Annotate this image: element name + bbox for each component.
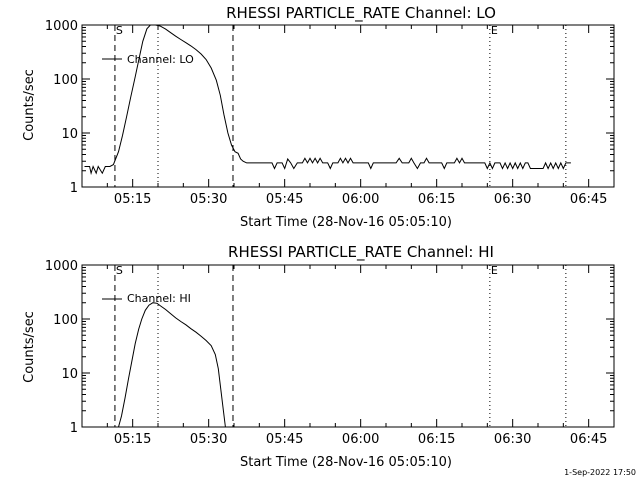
y-tick-label: 1 (70, 181, 78, 196)
x-tick-label: 06:45 (570, 432, 607, 447)
chart-panel-hi: RHESSI PARTICLE_RATE Channel: HI Counts/… (22, 243, 615, 470)
chart-panel-lo: RHESSI PARTICLE_RATE Channel: LO Counts/… (22, 4, 615, 230)
x-tick-label: 05:45 (266, 192, 303, 207)
x-tick-label: 06:15 (418, 192, 455, 207)
event-marker-label: S (116, 24, 123, 37)
y-tick-label: 100 (53, 313, 78, 328)
x-axis-label: Start Time (28-Nov-16 05:05:10) (240, 215, 452, 230)
x-tick-label: 05:15 (114, 192, 151, 207)
x-tick-label: 05:45 (266, 432, 303, 447)
y-tick-label: 100 (53, 73, 78, 88)
x-tick-label: 06:15 (418, 432, 455, 447)
x-tick-label: 05:30 (190, 432, 227, 447)
y-tick-label: 10 (61, 367, 78, 382)
x-tick-label: 05:15 (114, 432, 151, 447)
y-axis-label: Counts/sec (22, 69, 37, 141)
legend-label: Channel: LO (127, 53, 194, 66)
chart-title: RHESSI PARTICLE_RATE Channel: LO (226, 4, 496, 23)
chart-title: RHESSI PARTICLE_RATE Channel: HI (228, 243, 494, 262)
x-tick-label: 06:00 (342, 432, 379, 447)
x-tick-label: 06:30 (494, 192, 531, 207)
timestamp: 1-Sep-2022 17:50 (564, 468, 636, 477)
y-tick-label: 1000 (45, 19, 78, 34)
y-tick-label: 1 (70, 421, 78, 436)
event-marker-label: E (491, 24, 498, 37)
legend-label: Channel: HI (127, 292, 191, 305)
series-line (118, 302, 226, 428)
x-tick-label: 06:45 (570, 192, 607, 207)
plot-frame (81, 24, 615, 188)
y-tick-label: 1000 (45, 259, 78, 274)
plot-frame (81, 264, 615, 428)
event-marker-label: S (116, 264, 123, 277)
series-line (84, 24, 571, 176)
x-tick-label: 05:30 (190, 192, 227, 207)
y-axis-label: Counts/sec (22, 311, 37, 383)
x-axis-label: Start Time (28-Nov-16 05:05:10) (240, 455, 452, 470)
y-tick-label: 10 (61, 127, 78, 142)
x-tick-label: 06:30 (494, 432, 531, 447)
event-marker-label: E (491, 264, 498, 277)
x-tick-label: 06:00 (342, 192, 379, 207)
